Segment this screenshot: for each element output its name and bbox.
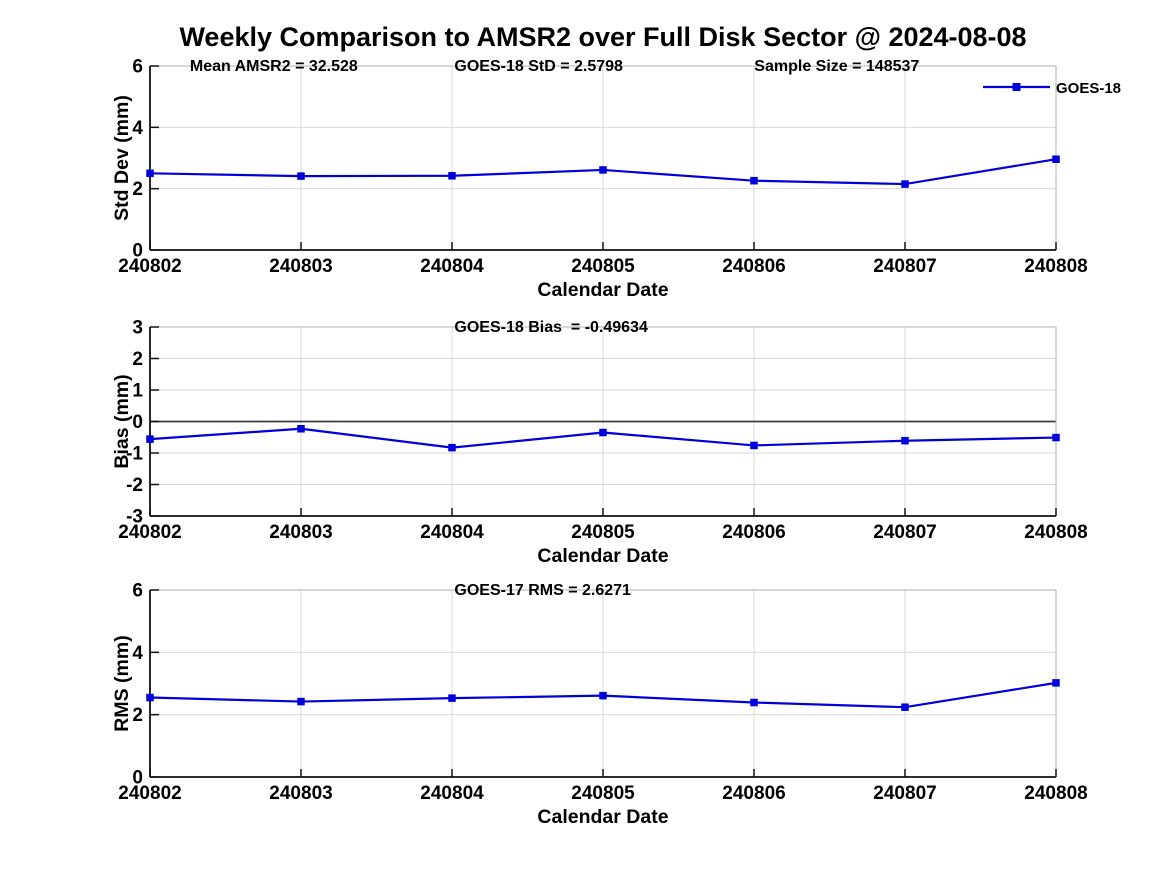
- annotation: Mean AMSR2 = 32.528: [190, 58, 358, 75]
- rms-xlabel: Calendar Date: [537, 806, 668, 828]
- data-point-marker: [146, 435, 154, 443]
- y-tick-label: 0: [132, 412, 143, 433]
- x-tick-label: 240803: [269, 522, 332, 543]
- data-point-marker: [448, 443, 456, 452]
- rms-chart: 240802 240803 240804 240805 240806 240807 2408…: [111, 581, 1088, 829]
- bias-chart: 240802 240803 240804 240805 240806 240807 2408…: [111, 318, 1088, 568]
- x-tick-label: 240804: [420, 256, 484, 277]
- x-tick-label: 240808: [1024, 256, 1087, 277]
- data-point-marker: [599, 166, 607, 174]
- data-point-marker: [901, 436, 909, 445]
- data-point-marker: [146, 169, 154, 178]
- y-tick-label: 1: [132, 381, 143, 402]
- data-point-marker: [1052, 155, 1060, 163]
- x-tick-label: 240808: [1024, 783, 1087, 804]
- legend-marker: [1012, 83, 1021, 91]
- x-tick-label: 240808: [1024, 522, 1087, 543]
- figure-title: Weekly Comparison to AMSR2 over Full Dis…: [179, 22, 1027, 52]
- x-tick-label: 240806: [722, 783, 785, 804]
- y-tick-label: -3: [126, 507, 143, 528]
- y-tick-label: 2: [132, 179, 143, 200]
- x-tick-label: 240806: [722, 256, 785, 277]
- data-point-marker: [901, 703, 909, 711]
- legend-label: GOES-18: [1056, 80, 1121, 97]
- stddev-xlabel: Calendar Date: [537, 279, 668, 301]
- y-tick-label: 3: [132, 318, 143, 339]
- y-tick-label: 4: [132, 118, 143, 139]
- y-tick-label: -2: [126, 475, 143, 496]
- x-tick-label: 240805: [571, 522, 635, 543]
- x-tick-label: 240803: [269, 256, 332, 277]
- legend: GOES-18: [983, 80, 1121, 97]
- annotation: Sample Size = 148537: [754, 58, 919, 75]
- data-point-marker: [297, 424, 305, 433]
- bias-xlabel: Calendar Date: [537, 545, 668, 567]
- stddev-ylabel: Std Dev (mm): [111, 95, 133, 221]
- x-tick-label: 240807: [873, 783, 936, 804]
- y-tick-label: 6: [132, 57, 143, 78]
- data-point-marker: [750, 441, 758, 450]
- stddev-chart: 240802 240803 240804 240805 240806 240807 2408…: [111, 57, 1121, 302]
- x-tick-label: 240806: [722, 522, 785, 543]
- annotation: GOES-18 StD = 2.5798: [454, 58, 623, 75]
- x-tick-label: 240802: [118, 783, 181, 804]
- data-point-marker: [599, 691, 607, 700]
- y-tick-label: 2: [132, 705, 143, 726]
- data-point-marker: [750, 176, 758, 185]
- bias-ylabel: Bias (mm): [111, 374, 133, 468]
- y-tick-label: 2: [132, 349, 143, 370]
- x-tick-label: 240807: [873, 522, 936, 543]
- data-point-marker: [750, 698, 758, 707]
- data-point-marker: [448, 694, 456, 702]
- x-tick-label: 240802: [118, 522, 181, 543]
- data-point-marker: [901, 180, 909, 188]
- data-point-marker: [448, 172, 456, 180]
- x-tick-label: 240802: [118, 256, 181, 277]
- annotation: GOES-18 Bias = -0.49634: [454, 319, 648, 336]
- data-point-marker: [297, 172, 305, 180]
- annotation: GOES-17 RMS = 2.6271: [454, 582, 631, 599]
- y-tick-label: 0: [132, 768, 143, 789]
- y-tick-label: -1: [126, 444, 143, 465]
- x-tick-label: 240804: [420, 522, 484, 543]
- rms-ylabel: RMS (mm): [111, 635, 133, 731]
- y-tick-label: 6: [132, 581, 143, 602]
- y-tick-label: 4: [132, 643, 143, 664]
- data-point-marker: [146, 693, 154, 702]
- y-tick-label: 0: [132, 241, 143, 262]
- data-point-marker: [599, 428, 607, 437]
- x-tick-label: 240805: [571, 783, 635, 804]
- data-point-marker: [1052, 433, 1060, 442]
- x-tick-label: 240805: [571, 256, 635, 277]
- x-tick-label: 240807: [873, 256, 936, 277]
- data-point-marker: [297, 697, 305, 706]
- x-tick-label: 240804: [420, 783, 484, 804]
- data-point-marker: [1052, 679, 1060, 687]
- x-tick-label: 240803: [269, 783, 332, 804]
